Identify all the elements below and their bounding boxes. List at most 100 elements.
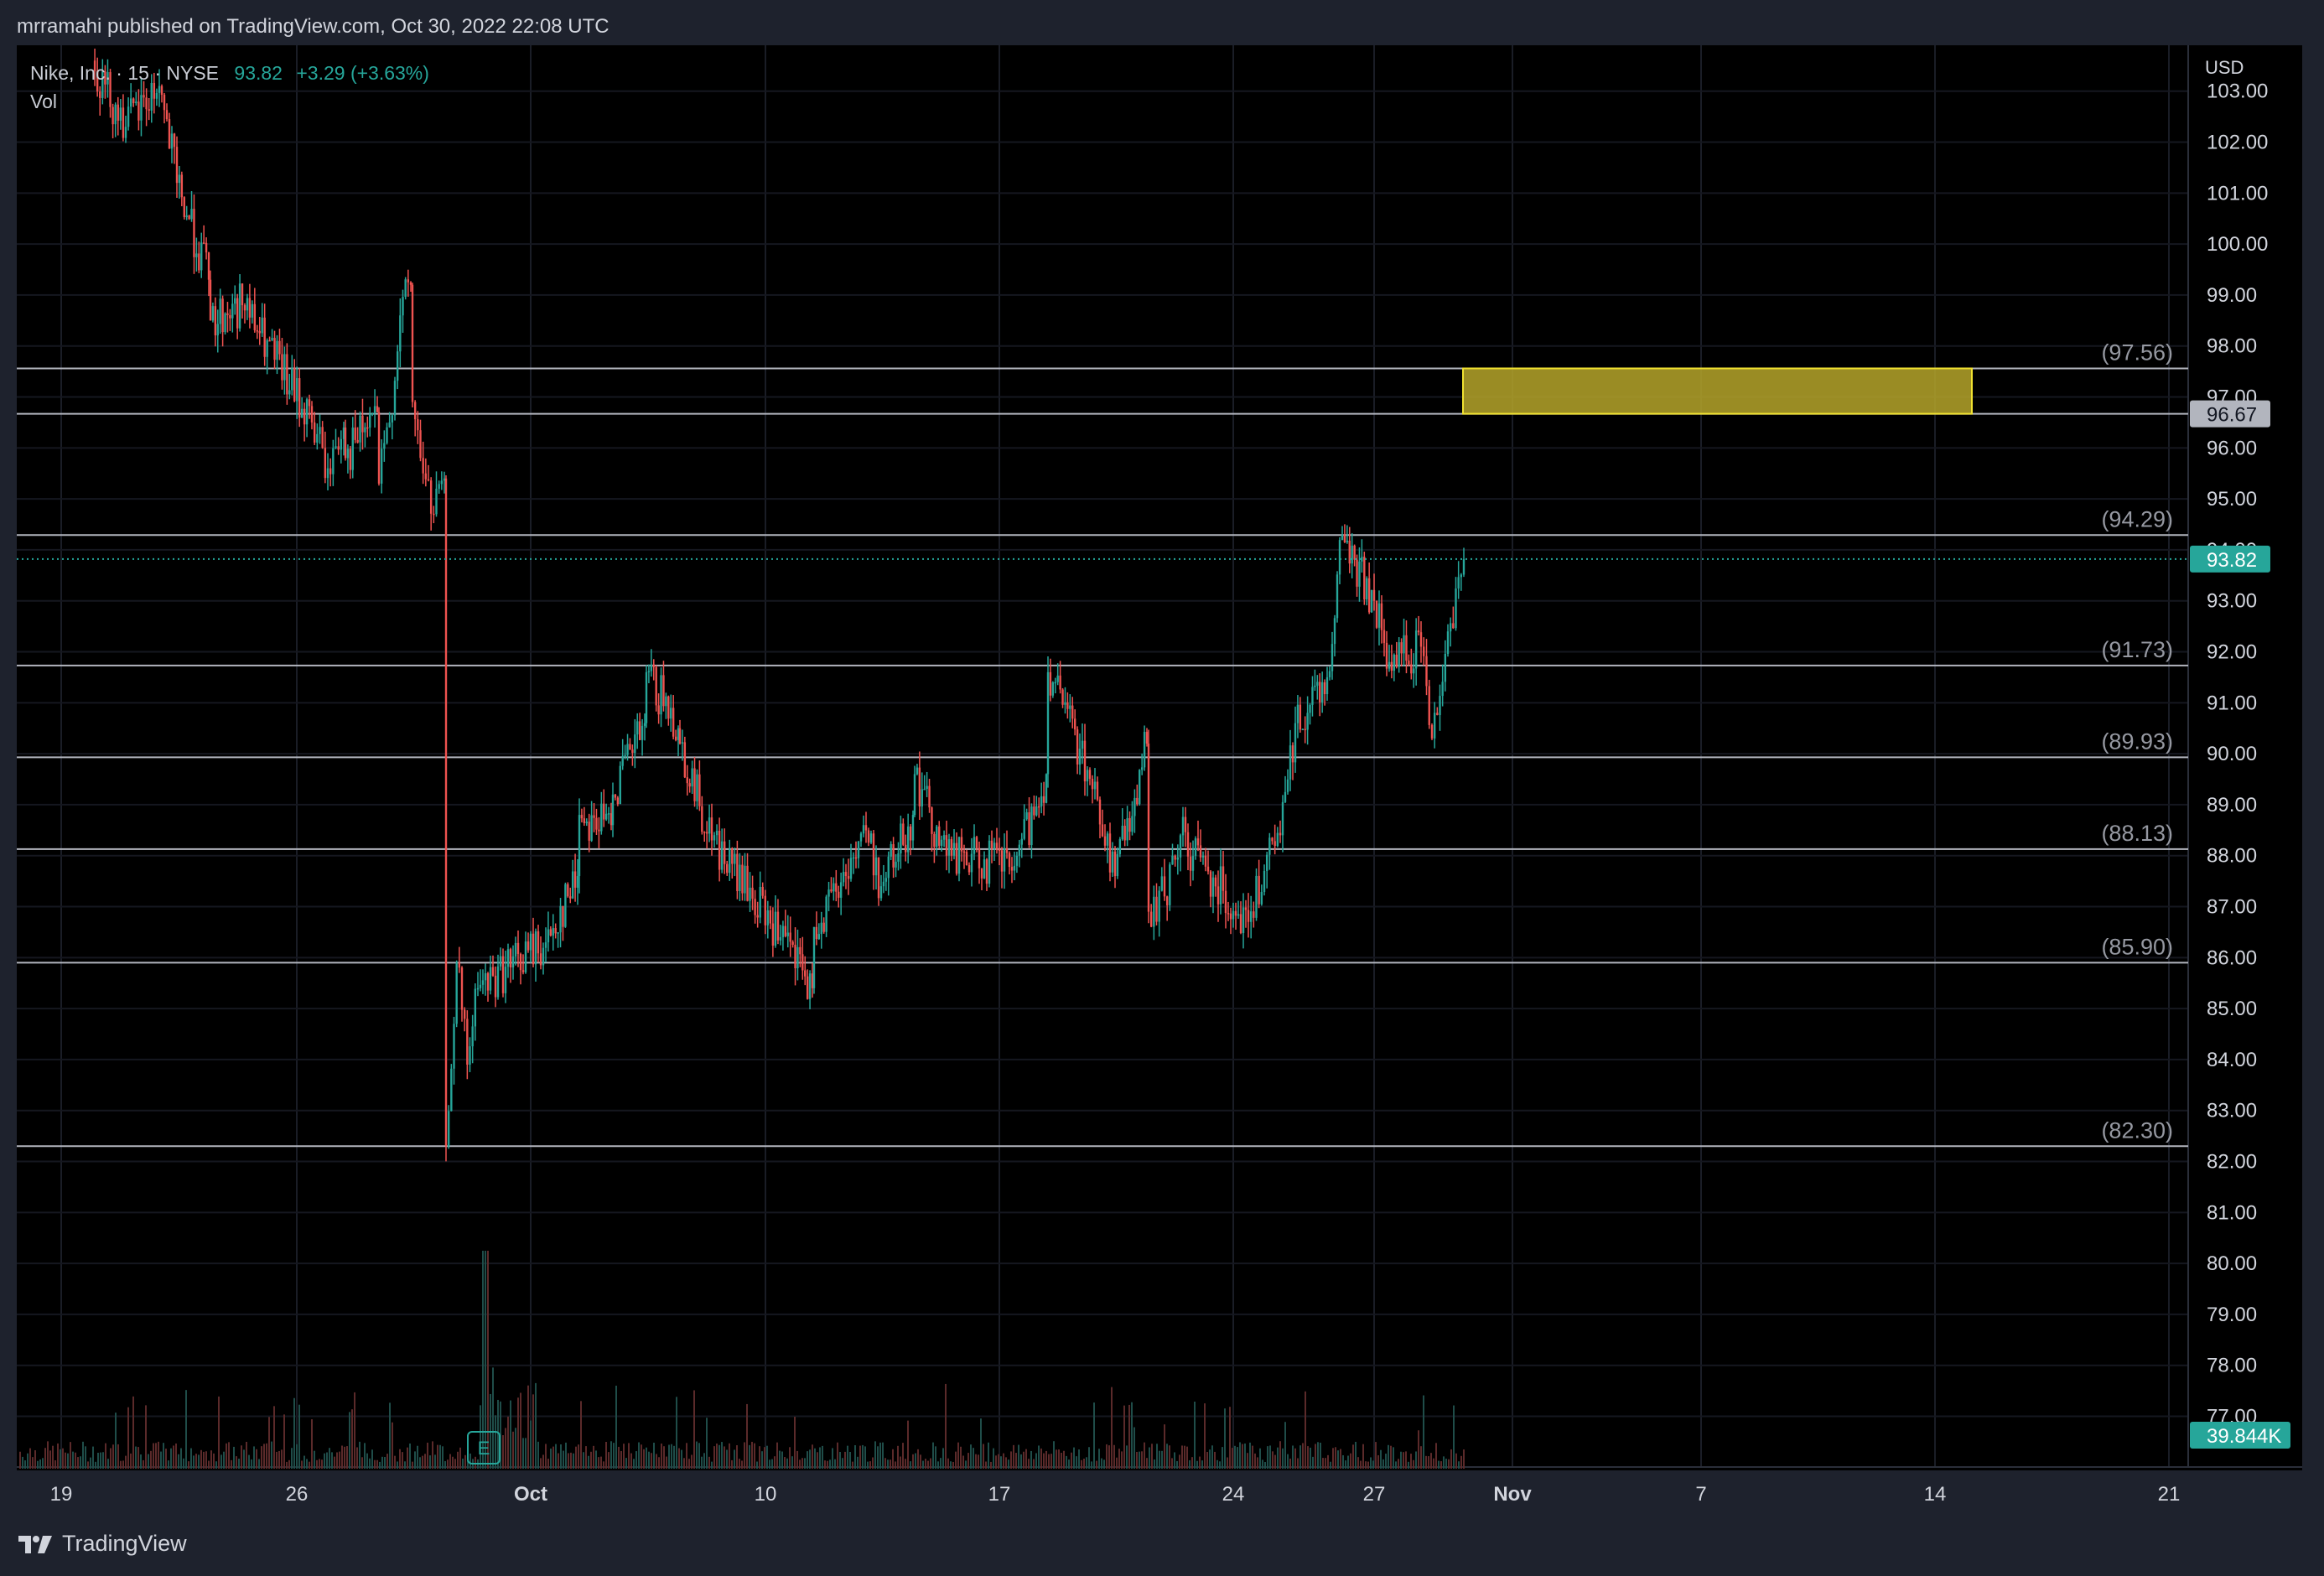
candle xyxy=(1289,729,1292,791)
candle xyxy=(693,757,696,807)
candle xyxy=(300,397,303,418)
candle-body xyxy=(291,368,293,391)
candle-body xyxy=(1015,855,1019,866)
candle-body xyxy=(998,849,1001,852)
candle xyxy=(1064,687,1066,714)
candle-body xyxy=(993,842,996,849)
candle xyxy=(970,837,973,887)
candle-body xyxy=(557,932,559,934)
candle-body xyxy=(106,72,109,85)
candle-body xyxy=(1363,557,1366,599)
candle xyxy=(825,894,827,937)
candle xyxy=(557,931,559,948)
candle xyxy=(867,827,870,847)
symbol-interval[interactable]: 15 xyxy=(127,62,149,84)
candle-body xyxy=(135,101,137,104)
candle-body xyxy=(604,813,608,820)
candle-body xyxy=(399,315,402,352)
candle xyxy=(293,359,296,402)
candle xyxy=(1325,666,1329,701)
candle-body xyxy=(1108,833,1112,873)
candle-body xyxy=(852,857,855,859)
candle-body xyxy=(1184,817,1187,832)
candle-body xyxy=(491,967,495,976)
candle-body xyxy=(947,839,951,856)
candle xyxy=(562,905,564,941)
candle-body xyxy=(386,427,388,443)
candle xyxy=(607,806,610,824)
candle-body xyxy=(756,915,759,918)
candle xyxy=(373,389,376,428)
candle xyxy=(1419,621,1423,663)
volume-legend[interactable]: Vol xyxy=(30,91,57,112)
candle xyxy=(1242,893,1245,949)
candle xyxy=(769,905,772,930)
candle xyxy=(491,955,495,977)
candle-body xyxy=(641,725,644,740)
candle-body xyxy=(469,1046,471,1065)
candle-body xyxy=(1181,817,1185,836)
footer-logo[interactable]: TradingView xyxy=(17,1531,187,1557)
candle-body xyxy=(562,905,564,927)
candle-body xyxy=(489,967,492,991)
candle-body xyxy=(610,813,613,826)
candle xyxy=(143,80,145,107)
candle-body xyxy=(1116,853,1119,877)
price-axis-tick: 93.00 xyxy=(2207,590,2257,613)
candle xyxy=(691,760,693,794)
candle-body xyxy=(440,480,444,485)
candle xyxy=(1042,781,1045,816)
candle xyxy=(1147,729,1150,924)
candle xyxy=(731,847,734,879)
candle-body xyxy=(1088,770,1092,779)
candle xyxy=(1403,618,1405,666)
candle-body xyxy=(104,71,106,85)
candle-body xyxy=(1126,817,1128,841)
candle xyxy=(990,830,993,863)
candle-body xyxy=(928,785,931,808)
candle-body xyxy=(1059,675,1061,690)
candle-body xyxy=(1153,896,1155,927)
candle-body xyxy=(308,399,311,407)
candle xyxy=(830,877,833,894)
candle xyxy=(435,471,438,517)
candle xyxy=(1013,851,1016,881)
candle-body xyxy=(127,106,130,127)
candle-body xyxy=(744,865,746,894)
candle-body xyxy=(808,973,812,999)
candle xyxy=(424,458,428,487)
candle-body xyxy=(1131,816,1133,832)
candle xyxy=(749,872,751,913)
candle-body xyxy=(329,468,332,474)
candle xyxy=(413,400,417,437)
candle-body xyxy=(1103,836,1107,846)
candle-body xyxy=(897,853,900,862)
candle xyxy=(1348,526,1351,573)
candle xyxy=(180,171,184,207)
candle xyxy=(751,875,754,910)
candle-body xyxy=(571,871,574,899)
candle-body xyxy=(460,967,464,1010)
candle xyxy=(1430,723,1434,740)
candle-body xyxy=(688,783,691,787)
candle-body xyxy=(1419,632,1423,647)
candle xyxy=(1320,671,1324,713)
candle xyxy=(200,232,203,278)
symbol-name[interactable]: Nike, Inc. xyxy=(30,62,111,84)
candle xyxy=(148,98,150,121)
candle xyxy=(236,293,239,340)
candle-body xyxy=(1073,718,1076,730)
candle xyxy=(281,337,283,390)
candle-body xyxy=(975,837,978,848)
candle xyxy=(305,397,309,438)
candle xyxy=(1030,803,1033,858)
candle-body xyxy=(567,884,569,897)
candle xyxy=(571,859,574,899)
candle xyxy=(527,932,530,953)
candle-body xyxy=(1189,856,1192,871)
candle-body xyxy=(660,675,662,715)
candle xyxy=(463,1007,466,1032)
candle xyxy=(995,827,999,854)
candle-body xyxy=(1237,914,1240,916)
